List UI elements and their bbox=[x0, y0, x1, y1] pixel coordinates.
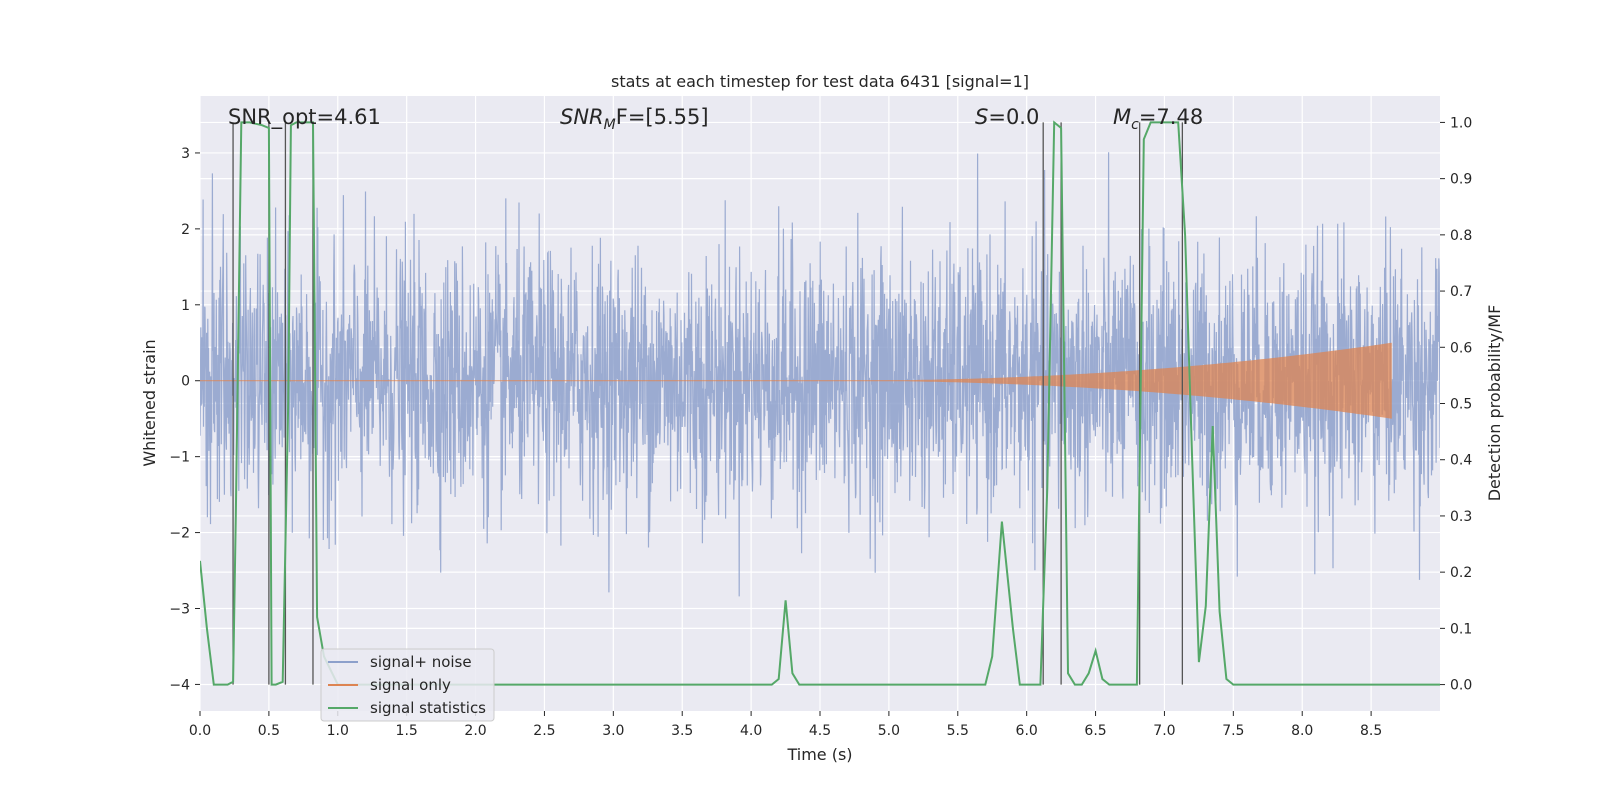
x-tick-label: 8.5 bbox=[1360, 723, 1382, 739]
x-tick-label: 4.0 bbox=[740, 723, 762, 739]
x-tick-label: 8.0 bbox=[1291, 723, 1313, 739]
annotation-snr-mf-sub: M bbox=[604, 117, 616, 133]
data-layer bbox=[200, 120, 1440, 686]
annotation-s-value: =0.0 bbox=[988, 105, 1039, 129]
y-right-tick-label: 0.9 bbox=[1450, 172, 1472, 188]
y-right-tick-label: 0.6 bbox=[1450, 340, 1472, 356]
chart-title: stats at each timestep for test data 643… bbox=[611, 72, 1029, 91]
annotation-snr-mf: SNRMF=[5.55] bbox=[560, 105, 709, 133]
x-tick-label: 5.5 bbox=[947, 723, 969, 739]
x-tick-label: 6.5 bbox=[1084, 723, 1106, 739]
annotation-mc-value: =7.48 bbox=[1139, 105, 1203, 129]
x-tick-label: 0.0 bbox=[189, 723, 211, 739]
legend: signal+ noise signal only signal statist… bbox=[320, 648, 495, 722]
x-tick-label: 0.5 bbox=[258, 723, 280, 739]
x-tick-label: 5.0 bbox=[878, 723, 900, 739]
y-tick-label: −3 bbox=[169, 602, 190, 618]
series-signal-statistics bbox=[200, 120, 1440, 686]
y-right-tick-label: 0.4 bbox=[1450, 453, 1472, 469]
y-tick-label: 3 bbox=[181, 146, 190, 162]
y-right-tick-label: 0.5 bbox=[1450, 397, 1472, 413]
y-tick-label: 0 bbox=[181, 374, 190, 390]
x-tick-label: 1.0 bbox=[327, 723, 349, 739]
y-right-tick-label: 0.0 bbox=[1450, 678, 1472, 694]
axis-ticks: 0.0 0.5 1.0 1.5 2.0 2.5 3.0 3.5 4.0 4.5 5.0 5.5 6.0 6… bbox=[169, 115, 1472, 739]
y-tick-label: −4 bbox=[169, 677, 190, 693]
legend-box bbox=[320, 648, 495, 722]
x-tick-label: 2.0 bbox=[464, 723, 486, 739]
y-right-tick-label: 0.7 bbox=[1450, 284, 1472, 300]
annotation-snr-mf-base: SNR bbox=[560, 105, 604, 129]
x-axis-label: Time (s) bbox=[786, 745, 852, 764]
y-axis-right-label: Detection probability/MF bbox=[1485, 305, 1504, 502]
y-right-tick-label: 1.0 bbox=[1450, 115, 1472, 131]
legend-label-stats: signal statistics bbox=[370, 699, 486, 717]
annotation-mc: Mc=7.48 bbox=[1113, 105, 1203, 133]
annotation-mc-base: M bbox=[1113, 105, 1131, 129]
y-right-tick-label: 0.2 bbox=[1450, 565, 1472, 581]
y-tick-label: 2 bbox=[181, 222, 190, 238]
x-tick-label: 4.5 bbox=[809, 723, 831, 739]
y-tick-label: 1 bbox=[181, 298, 190, 314]
y-tick-label: −1 bbox=[169, 450, 190, 466]
annotation-snr-mf-rest: F=[5.55] bbox=[616, 105, 709, 129]
x-tick-label: 6.0 bbox=[1016, 723, 1038, 739]
x-tick-label: 3.5 bbox=[671, 723, 693, 739]
x-tick-label: 2.5 bbox=[533, 723, 555, 739]
y-right-tick-label: 0.8 bbox=[1450, 228, 1472, 244]
y-tick-label: −2 bbox=[169, 526, 190, 542]
annotation-mc-sub: c bbox=[1131, 117, 1139, 133]
annotations: SNR_opt=4.61 SNRMF=[5.55] S=0.0 Mc=7.48 bbox=[228, 105, 1203, 133]
annotation-snr-opt: SNR_opt=4.61 bbox=[228, 105, 381, 130]
x-tick-label: 3.0 bbox=[602, 723, 624, 739]
legend-label-noise: signal+ noise bbox=[370, 653, 472, 671]
series-signal-only bbox=[200, 342, 1392, 419]
annotation-s: S=0.0 bbox=[975, 105, 1039, 129]
x-tick-label: 7.5 bbox=[1222, 723, 1244, 739]
y-axis-label: Whitened strain bbox=[140, 339, 159, 466]
x-tick-label: 1.5 bbox=[396, 723, 418, 739]
annotation-s-label: S bbox=[975, 105, 988, 129]
y-right-tick-label: 0.1 bbox=[1450, 621, 1472, 637]
x-tick-label: 7.0 bbox=[1153, 723, 1175, 739]
legend-label-signal: signal only bbox=[370, 676, 451, 694]
y-right-tick-label: 0.3 bbox=[1450, 509, 1472, 525]
